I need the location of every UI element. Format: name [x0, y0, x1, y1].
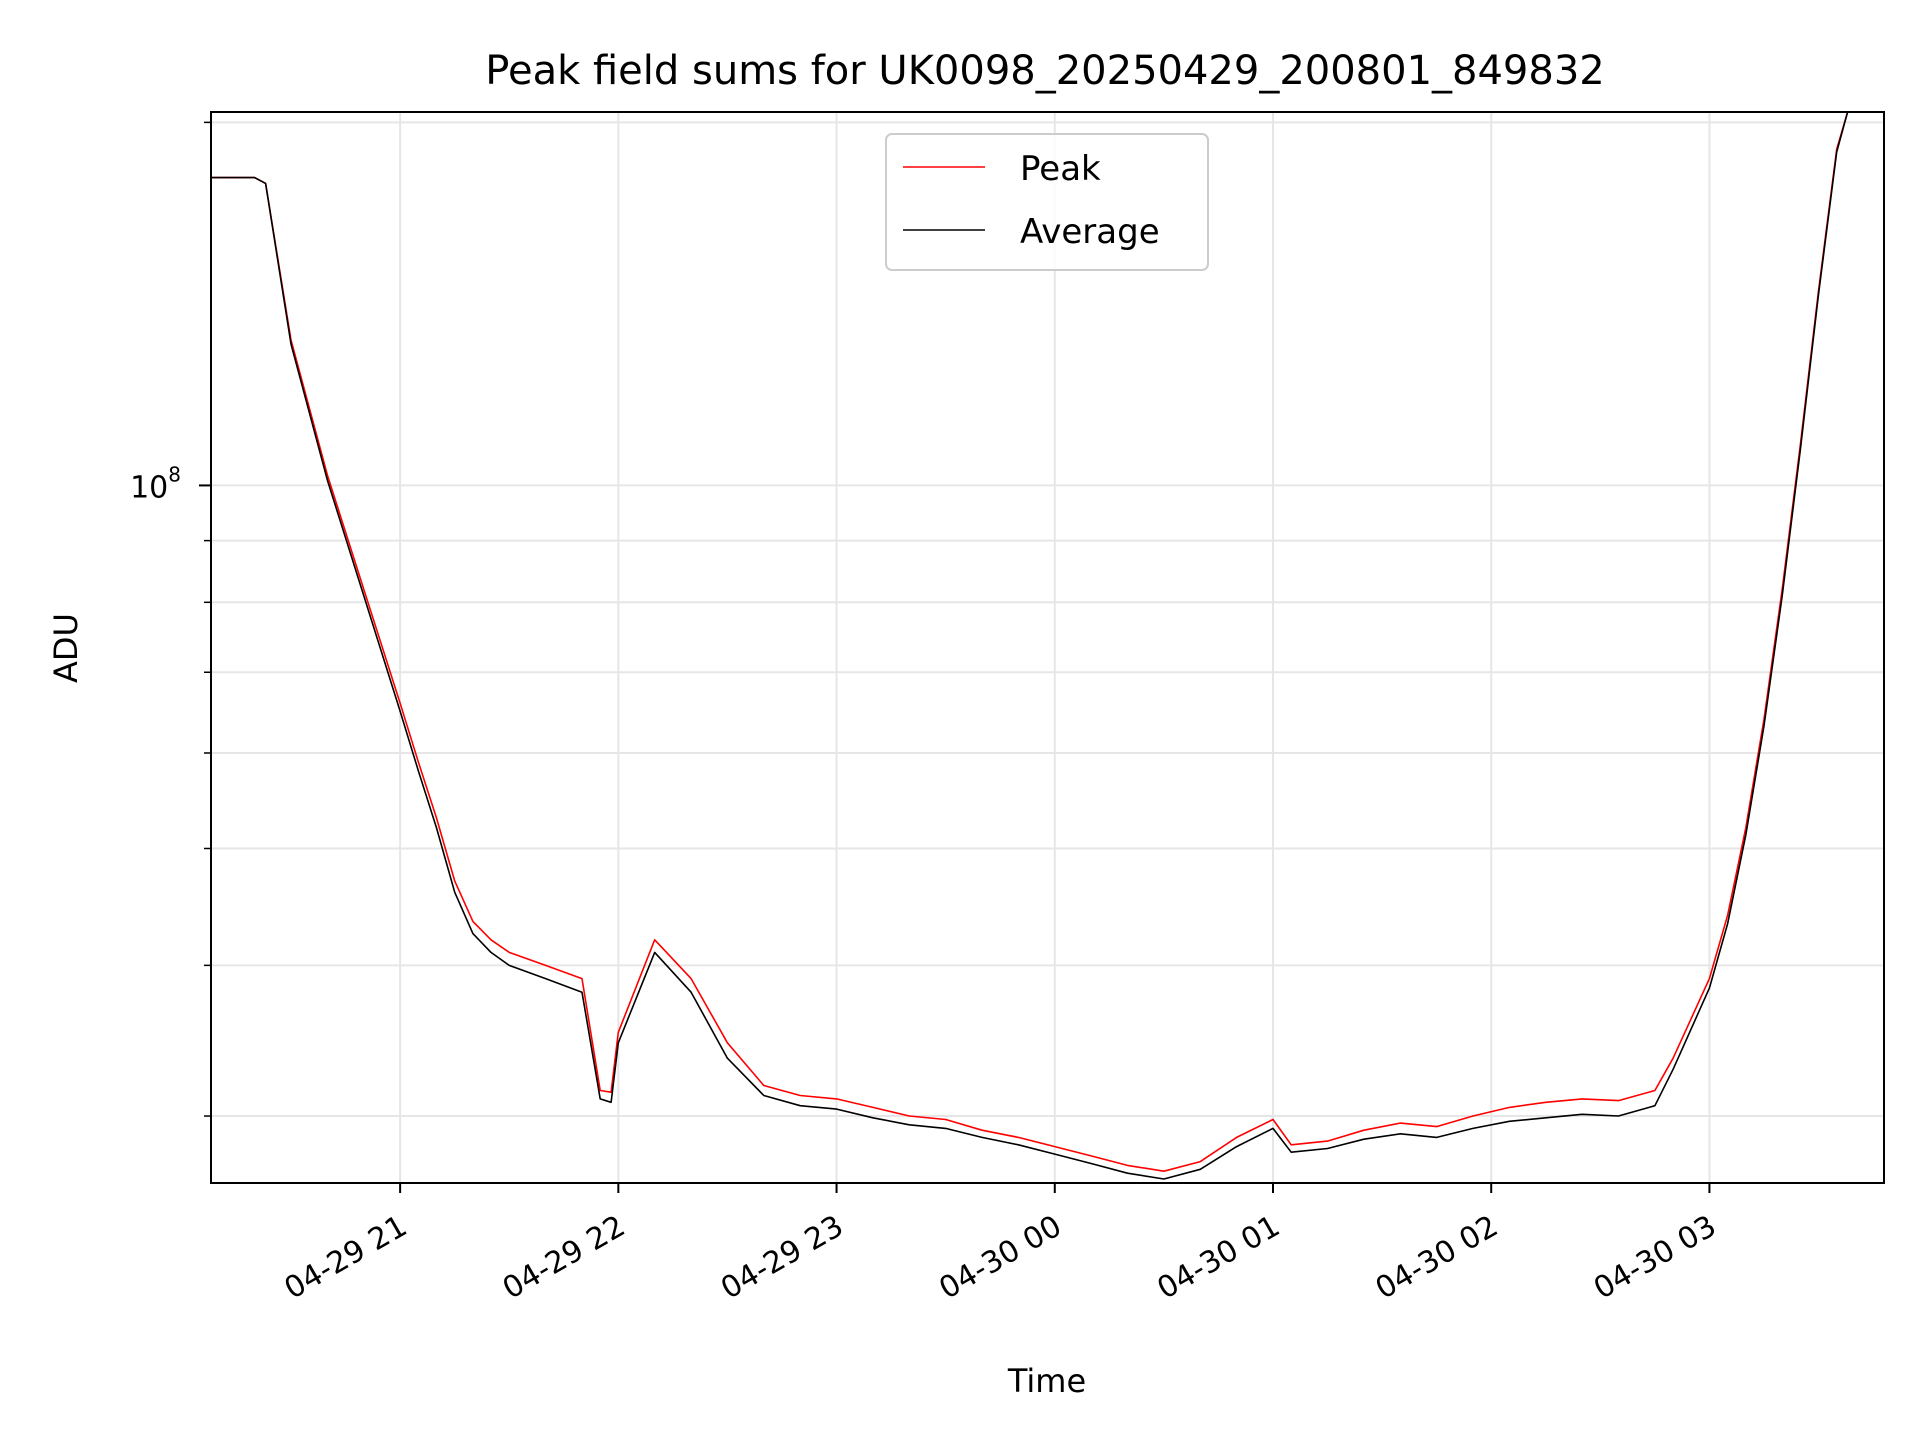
y-axis-title: ADU: [47, 613, 85, 683]
grid-lines: [211, 112, 1884, 1183]
y-tick-label-exponent: 8: [168, 462, 181, 486]
y-tick-label: 108: [130, 462, 181, 505]
legend-label-peak: Peak: [1020, 149, 1101, 189]
chart-title: Peak field sums for UK0098_20250429_2008…: [485, 48, 1604, 94]
plot-frame: [210, 111, 1885, 1184]
x-axis-title: Time: [1007, 1362, 1086, 1400]
series-line-average: [211, 111, 1884, 1180]
series-layer: [211, 111, 1884, 1180]
y-tick-label-base: 10: [130, 470, 168, 505]
legend-box: [885, 133, 1209, 271]
legend-label-average: Average: [1020, 212, 1160, 252]
y-axis: 108: [130, 121, 211, 1117]
series-line-peak: [211, 111, 1884, 1172]
legend: Peak Average: [885, 133, 1209, 271]
